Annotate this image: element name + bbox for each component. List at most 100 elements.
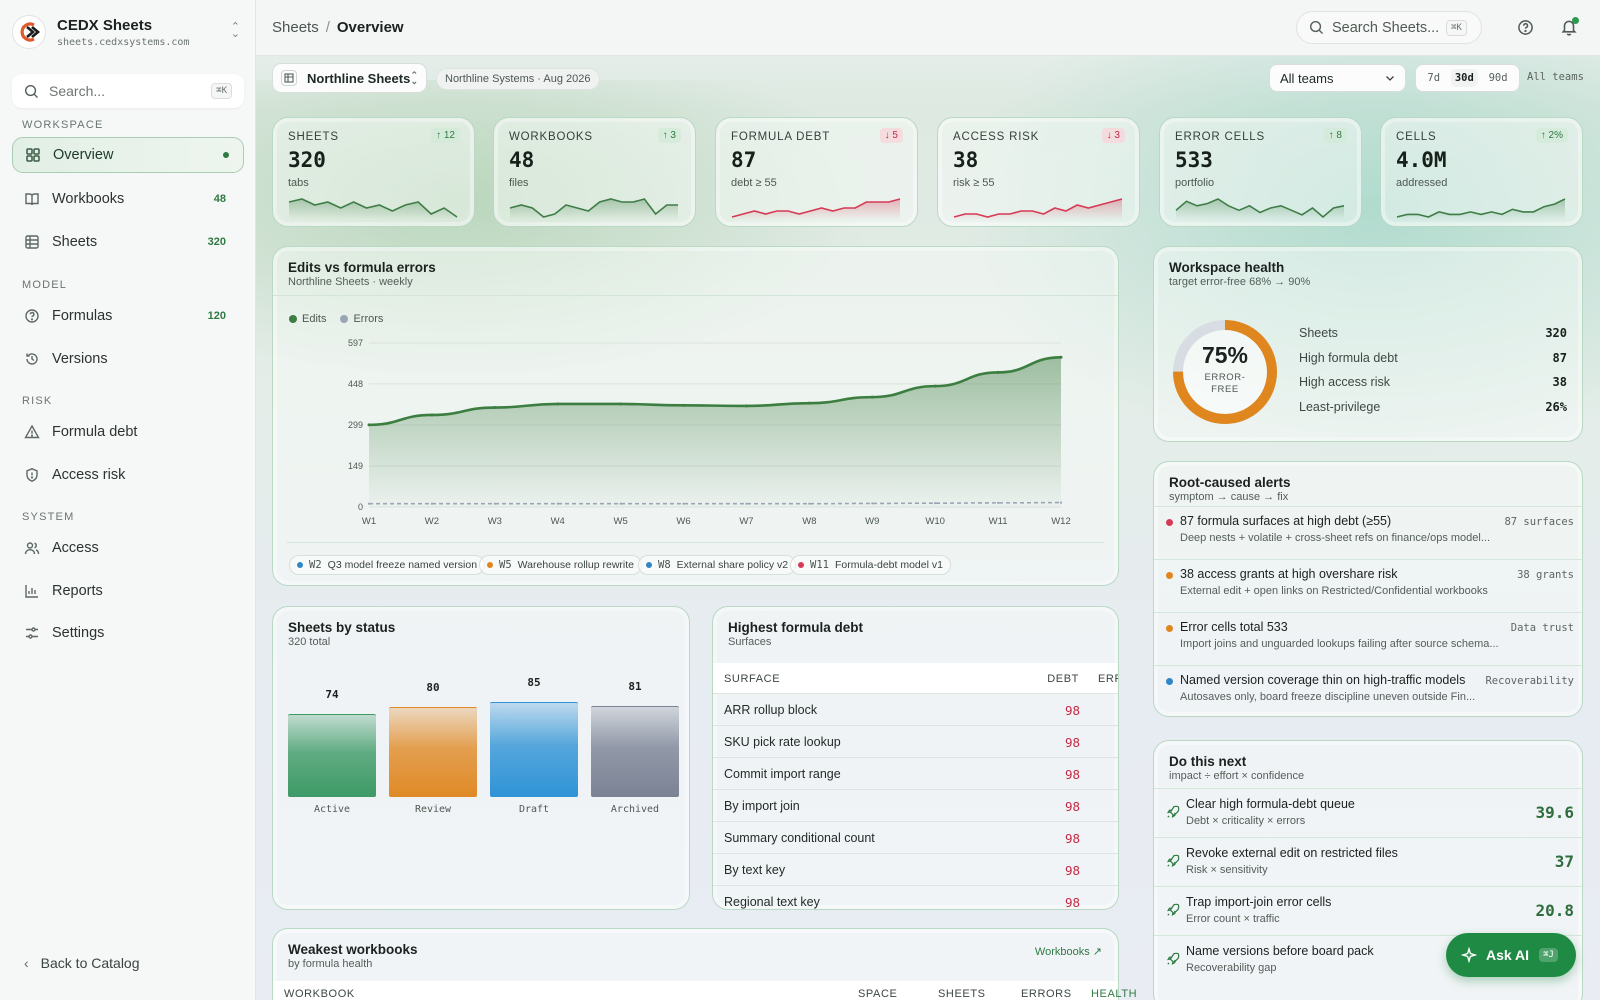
table-row[interactable]: ARR rollup block 98 4 — [713, 693, 1118, 725]
teams-select[interactable]: All teams — [1269, 64, 1406, 92]
table-row[interactable]: Commit import range 98 6 — [713, 757, 1118, 789]
surface-cell: ARR rollup block — [724, 703, 818, 717]
table-row[interactable]: SKU pick rate lookup 98 5 — [713, 725, 1118, 757]
surface-cell: Commit import range — [724, 767, 841, 781]
sidebar-item-formulas[interactable]: Formulas 120 — [12, 298, 244, 334]
annotation-tag[interactable]: W11 Formula-debt model v1 — [790, 555, 951, 575]
legend-errors[interactable]: Errors — [340, 313, 383, 325]
health-donut — [1173, 320, 1277, 424]
global-search[interactable]: ⌘K — [1296, 11, 1482, 44]
kpi-card-workbooks[interactable]: WORKBOOKS ↑ 3 48 files — [493, 117, 696, 227]
action-item[interactable]: Clear high formula-debt queue Debt × crit… — [1154, 788, 1584, 837]
y-tick-label: 448 — [348, 379, 363, 389]
annotation-tag[interactable]: W5 Warehouse rollup rewrite — [479, 555, 642, 575]
chevron-updown-icon[interactable]: ⌃ ⌄ — [230, 21, 240, 40]
kpi-sparkline — [953, 198, 1123, 220]
active-indicator — [223, 152, 229, 158]
debt-cell: 98 — [1064, 767, 1080, 782]
section-system: SYSTEM — [22, 511, 75, 523]
table-row[interactable]: By import join 98 2 — [713, 789, 1118, 821]
kpi-value: 87 — [731, 148, 757, 172]
err-cell: 7 — [1117, 895, 1118, 909]
alert-item[interactable]: Error cells total 533 Import joins and un… — [1154, 612, 1584, 664]
range-7d[interactable]: 7d — [1427, 72, 1441, 84]
status-bar-value: 74 — [325, 688, 339, 701]
legend-edits[interactable]: Edits — [289, 313, 326, 325]
err-cell: 6 — [1117, 767, 1118, 782]
action-item[interactable]: Revoke external edit on restricted files… — [1154, 837, 1584, 886]
sidebar-item-formula-debt[interactable]: Formula debt — [12, 414, 244, 450]
sparkline-area — [289, 199, 457, 220]
kpi-card-formula-debt[interactable]: FORMULA DEBT ↓ 5 87 debt ≥ 55 — [715, 117, 918, 227]
action-item[interactable]: Trap import-join error cells Error count … — [1154, 886, 1584, 935]
bell-icon[interactable] — [1558, 16, 1580, 38]
kpi-card-access-risk[interactable]: ACCESS RISK ↓ 3 38 risk ≥ 55 — [937, 117, 1140, 227]
status-bar-active[interactable] — [288, 714, 376, 797]
annotation-tag[interactable]: W2 Q3 model freeze named version — [289, 555, 486, 575]
table-icon — [23, 233, 41, 251]
app-switcher[interactable]: CEDX Sheets sheets.cedxsystems.com ⌃ ⌄ — [12, 12, 244, 52]
range-toggle: 7d 30d 90d — [1415, 64, 1520, 92]
status-bar-archived[interactable] — [591, 706, 679, 797]
kpi-card-error-cells[interactable]: ERROR CELLS ↑ 8 533 portfolio — [1159, 117, 1362, 227]
errors-point — [745, 502, 748, 505]
debt-cell: 98 — [1064, 735, 1080, 750]
table-row[interactable]: Regional text key 98 7 — [713, 885, 1118, 909]
ask-ai-button[interactable]: Ask AI ⌘J — [1446, 933, 1576, 977]
status-bar-draft[interactable] — [490, 702, 578, 797]
severity-dot — [1166, 572, 1173, 579]
y-tick-label: 597 — [348, 338, 363, 348]
debt-cell: 98 — [1064, 703, 1080, 718]
help-icon[interactable] — [1514, 16, 1536, 38]
help-circle-icon — [23, 307, 41, 325]
sidebar-item-access[interactable]: Access — [12, 530, 244, 566]
weakest-workbooks-card: Weakest workbooks by formula health Work… — [272, 928, 1137, 1000]
annotation-tag[interactable]: W8 External share policy v2 — [638, 555, 797, 575]
kpi-label: CELLS — [1396, 131, 1437, 143]
history-icon — [23, 350, 41, 368]
workbooks-link[interactable]: Workbooks ↗ — [1034, 946, 1102, 958]
table-row[interactable]: Summary conditional count 98 8 — [713, 821, 1118, 853]
sidebar-item-settings[interactable]: Settings — [12, 615, 244, 651]
scope-label: All teams — [1527, 71, 1584, 83]
kpi-delta: ↑ 3 — [657, 128, 681, 143]
sidebar-search-input[interactable] — [49, 83, 199, 99]
card-title: Root-caused alerts — [1169, 475, 1291, 490]
action-item[interactable]: Name versions before board pack Recoverab… — [1154, 935, 1584, 984]
global-search-input[interactable] — [1332, 19, 1442, 36]
ask-ai-label: Ask AI — [1486, 947, 1530, 963]
workspace-select[interactable]: Northline Sheets ⌃ ⌄ — [272, 63, 427, 93]
filter-bar: Northline Sheets ⌃ ⌄ Northline Systems · … — [256, 57, 1600, 97]
sidebar-item-overview[interactable]: Overview — [12, 137, 244, 173]
alert-item[interactable]: 38 access grants at high overshare risk E… — [1154, 559, 1584, 611]
chart-legend: Edits Errors — [289, 313, 383, 325]
page-title: Overview — [336, 19, 404, 36]
edits-area — [369, 357, 1061, 507]
kpi-card-cells[interactable]: CELLS ↑ 2% 4.0M addressed — [1380, 117, 1583, 227]
edits-point — [870, 395, 874, 399]
sidebar-search[interactable]: ⌘K — [12, 74, 244, 108]
sidebar-item-versions[interactable]: Versions — [12, 341, 244, 377]
sidebar-item-access-risk[interactable]: Access risk — [12, 457, 244, 493]
app-domain: sheets.cedxsystems.com — [57, 36, 190, 48]
range-30d[interactable]: 30d — [1450, 69, 1478, 87]
edits-point — [996, 370, 1000, 374]
table-row[interactable]: By text key 98 7 — [713, 853, 1118, 885]
sidebar-item-sheets[interactable]: Sheets 320 — [12, 224, 244, 260]
warning-icon — [23, 423, 41, 441]
x-tick-label: W10 — [925, 516, 945, 527]
sidebar-item-workbooks[interactable]: Workbooks 48 — [12, 181, 244, 217]
breadcrumb-root[interactable]: Sheets — [272, 19, 319, 36]
alert-item[interactable]: 87 formula surfaces at high debt (≥55) De… — [1154, 506, 1584, 558]
kpi-value: 38 — [953, 148, 979, 172]
status-card: Sheets by status 320 total 74 Active 80 Rev… — [272, 606, 690, 910]
x-tick-label: W5 — [614, 516, 628, 527]
alert-item[interactable]: Named version coverage thin on high-traf… — [1154, 665, 1584, 717]
status-bar-review[interactable] — [389, 707, 477, 797]
range-90d[interactable]: 90d — [1488, 72, 1508, 84]
sidebar-item-reports[interactable]: Reports — [12, 573, 244, 609]
debt-cell: 98 — [1064, 863, 1080, 878]
edits-point — [1059, 355, 1063, 359]
back-to-catalog-link[interactable]: ‹ Back to Catalog — [24, 955, 140, 971]
kpi-card-sheets[interactable]: SHEETS ↑ 12 320 tabs — [272, 117, 475, 227]
